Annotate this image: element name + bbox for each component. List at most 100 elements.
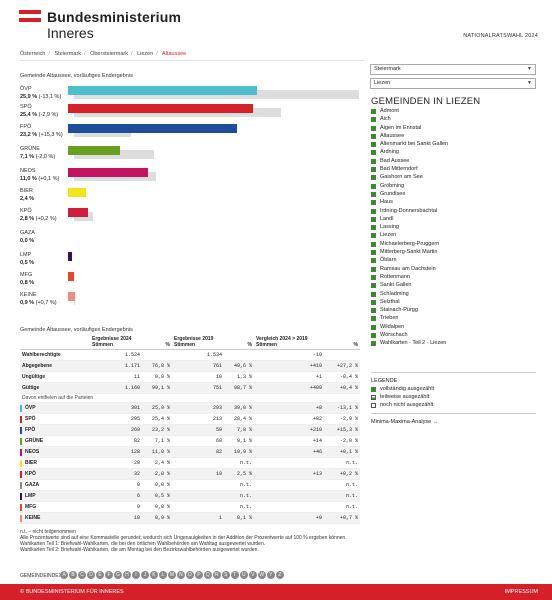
divider [20,60,364,61]
gemeinde-item[interactable]: Mitterberg-Sankt Martin [371,249,536,257]
gemeinde-item[interactable]: Grundlsee [371,191,536,199]
gemeinde-name: Stainach-Pürgg [380,307,418,314]
table-cell: 295 [90,413,142,425]
gemeinde-item[interactable]: Rottenmann [371,274,536,282]
table-header-votes-2019: Ergebnisse 2019 Stimmen [172,335,224,350]
status-check-icon [371,250,376,256]
table-cell: 213 [172,413,224,425]
index-letter[interactable]: V [248,571,257,580]
gemeinde-item[interactable]: Irdning-Donnersbachtal [371,208,536,216]
gemeinde-item[interactable]: Aich [371,116,536,124]
gemeinde-item[interactable]: Wildalpen [371,324,536,332]
table-cell: 10 [90,512,142,524]
index-letter[interactable]: B [68,571,78,580]
impressum-link[interactable]: IMPRESSUM [504,589,538,595]
gemeinde-item[interactable]: Bad Aussee [371,158,536,166]
gemeinde-item[interactable]: Gaishorn am See [371,174,536,182]
gemeinde-item[interactable]: Wahlkarten - Teil 2 - Liezen [371,340,536,348]
table-cell: n.t. [324,457,360,469]
gemeinde-item[interactable]: Aigen im Ennstal [371,125,536,133]
minimax-link[interactable]: Minima-Maxima-Analyse → [371,419,439,425]
gemeinde-item[interactable]: Ramsau am Dachstein [371,266,536,274]
bundesland-select[interactable]: Steiermark ▼ [370,64,536,75]
breadcrumb-steiermark[interactable]: Steiermark [54,51,82,57]
index-letter[interactable]: Q [203,571,212,580]
status-check-icon [371,283,376,289]
table-cell: BIER [20,457,90,469]
index-letter[interactable]: J [140,571,150,580]
index-letter[interactable]: A [60,571,69,580]
gemeinde-item[interactable]: Lassing [371,224,536,232]
index-letter[interactable]: Y [266,571,275,580]
gemeinde-name: Gaishorn am See [380,174,423,181]
index-letter[interactable]: S [221,571,230,580]
table-cell: 1.171 [90,360,142,372]
gemeinde-item[interactable]: Öblarn [371,257,536,265]
gemeinde-item[interactable]: Altaussee [371,133,536,141]
table-cell: 68 [172,435,224,447]
bezirk-select[interactable]: Liezen ▼ [370,78,536,89]
party-name: GAZA [25,482,40,488]
index-letter[interactable]: I [131,571,141,580]
breadcrumb-obersteiermark[interactable]: Obersteiermark [90,51,128,57]
gemeinde-item[interactable]: Stainach-Pürgg [371,307,536,315]
legend-item-none: noch nicht ausgezählt [371,402,433,408]
gemeinde-item[interactable]: Michaelerberg-Pruggern [371,241,536,249]
gemeinde-name: Haus [380,199,393,206]
gemeinde-item[interactable]: Wörschach [371,332,536,340]
table-cell [172,501,224,513]
index-letter[interactable]: K [149,571,159,580]
chart-pct-change: (+0,2 %) [35,216,57,222]
table-cell: 269 [90,424,142,436]
divider [371,372,536,373]
gemeinde-item[interactable]: Admont [371,108,536,116]
table-cell [142,349,172,361]
breadcrumb-oesterreich[interactable]: Österreich [20,51,46,57]
index-letter[interactable]: D [86,571,96,580]
gemeinde-item[interactable]: Ardning [371,149,536,157]
gemeinden-list: Admont Aich Aigen im Ennstal Altaussee Alten… [371,108,536,349]
status-check-icon [371,233,376,239]
party-name: ÖVP [25,405,36,411]
gemeinde-item[interactable]: Bad Mitterndorf [371,166,536,174]
index-letter[interactable]: H [122,571,132,580]
gemeinde-item[interactable]: Liezen [371,232,536,240]
ministry-title[interactable]: Bundesministerium [47,9,182,25]
index-letter[interactable]: O [185,571,194,580]
gemeinde-name: Liezen [380,232,397,239]
status-check-icon [371,109,376,114]
gemeinde-item[interactable]: Trieben [371,315,536,323]
gemeinde-item[interactable]: Gröbming [371,183,536,191]
gemeinde-item[interactable]: Haus [371,199,536,207]
index-letter[interactable]: G [113,571,123,580]
table-cell: -10 [254,349,324,361]
index-letter[interactable]: M [167,571,176,580]
table-cell: n.t. [324,490,360,502]
index-letter[interactable]: N [176,571,185,580]
index-letter[interactable]: F [104,571,114,580]
status-check-icon [371,125,376,131]
gemeinde-item[interactable]: Landl [371,216,536,224]
index-letter[interactable]: E [95,571,105,580]
index-letter[interactable]: C [77,571,87,580]
index-letter[interactable]: U [239,571,248,580]
table-header-pct-2019: % [224,335,254,350]
ministry-subtitle[interactable]: Inneres [47,25,94,41]
gemeinde-item[interactable]: Schladming [371,291,536,299]
chart-party-row: MFG 0,8 % [20,272,360,294]
gemeinde-item[interactable]: Selzthal [371,299,536,307]
index-letter[interactable]: P [194,571,203,580]
index-letter[interactable]: W [257,571,266,580]
copyright: © BUNDESMINISTERIUM FÜR INNERES [20,589,124,595]
index-letter[interactable]: T [230,571,239,580]
index-letter[interactable]: L [158,571,168,580]
table-cell [172,479,224,491]
index-letter[interactable]: Z [275,571,284,580]
gemeinde-item[interactable]: Sankt Gallen [371,282,536,290]
index-letter[interactable]: R [212,571,221,580]
gemeinde-item[interactable]: Altenmarkt bei Sankt Gallen [371,141,536,149]
table-cell: KPÖ [20,468,90,480]
party-color-swatch [20,405,22,412]
table-cell: -2,9 % [324,413,360,425]
breadcrumb-liezen[interactable]: Liezen [137,51,154,57]
